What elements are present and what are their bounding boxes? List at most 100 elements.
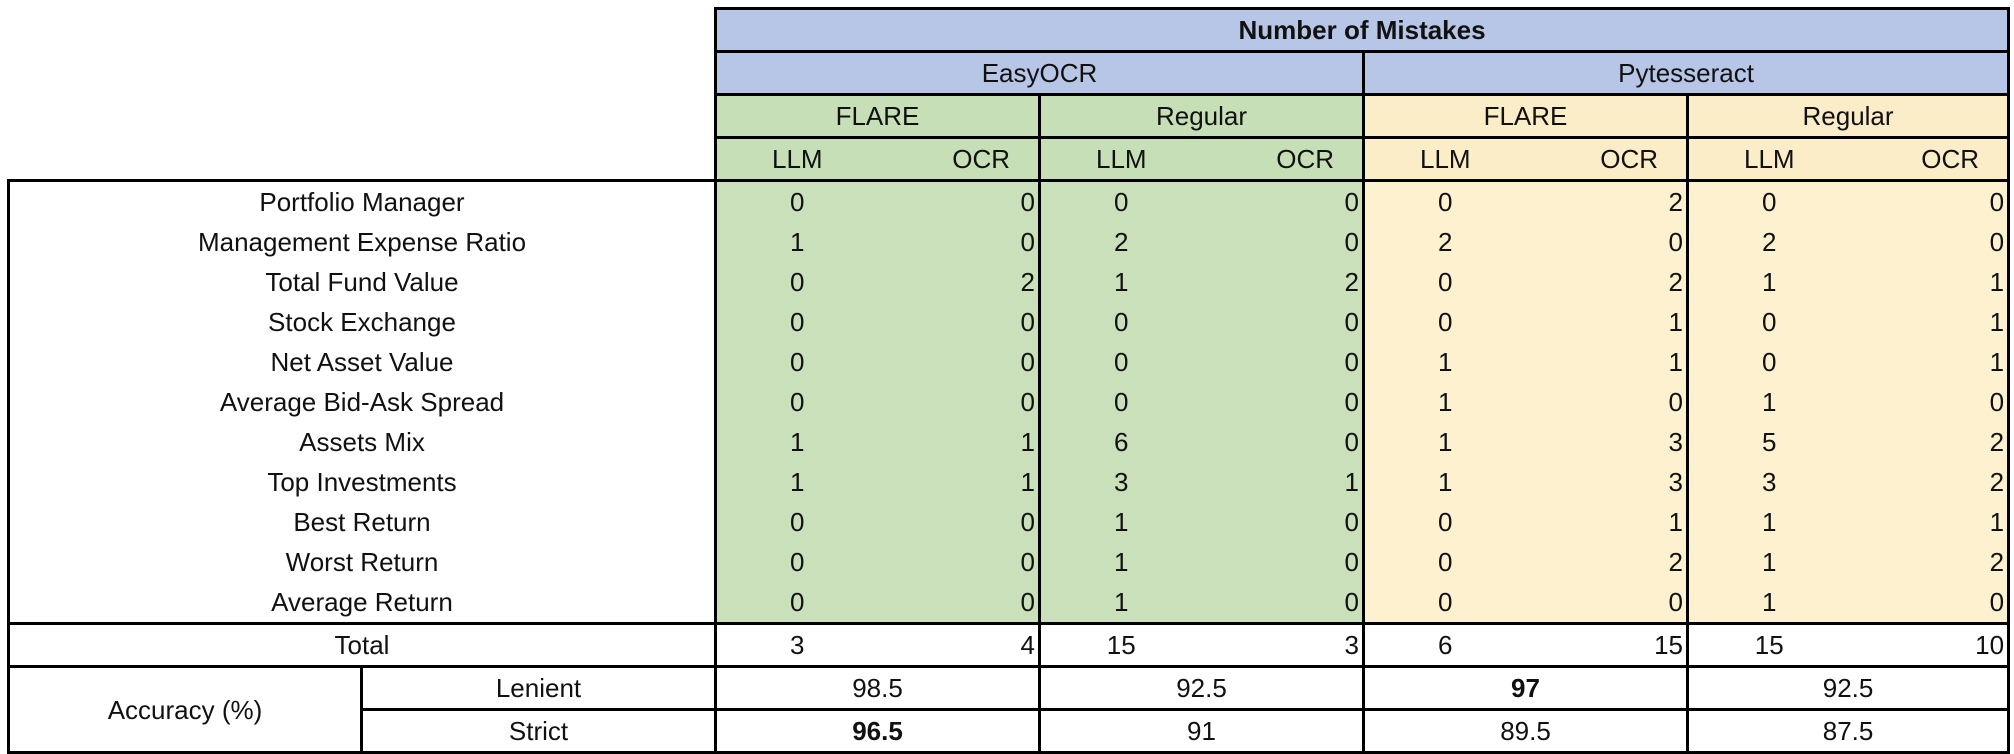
llm-mistakes-cell: 1	[714, 422, 878, 462]
row-label: Average Bid-Ask Spread	[7, 382, 717, 422]
row-label: Worst Return	[7, 542, 717, 582]
strict-value: 91	[1038, 708, 1365, 754]
total-value: 6	[1362, 622, 1526, 668]
total-value: 15	[1038, 622, 1202, 668]
total-value: 4	[877, 622, 1041, 668]
strict-value: 89.5	[1362, 708, 1689, 754]
table-title: Number of Mistakes	[713, 7, 2011, 53]
row-label: Stock Exchange	[7, 302, 717, 342]
table-row: Worst Return 0 0 1 0 0 2 1 2	[7, 542, 2011, 582]
llm-mistakes-cell: 0	[714, 342, 878, 382]
llm-mistakes-cell: 0	[714, 262, 878, 302]
engine-header-easyocr: EasyOCR	[714, 50, 1365, 96]
table-row: Total Fund Value 0 2 1 2 0 2 1 1	[7, 262, 2011, 302]
ocr-mistakes-cell: 2	[1849, 542, 2011, 582]
table-row: Top Investments 1 1 3 1 1 3 3 2	[7, 462, 2011, 502]
ocr-mistakes-cell: 0	[1201, 222, 1365, 262]
llm-mistakes-cell: 3	[1038, 462, 1202, 502]
sub-header-ocr: OCR	[1600, 144, 1658, 174]
llm-mistakes-cell: 2	[1362, 222, 1526, 262]
sub-header-group: LLM OCR	[1685, 136, 2011, 182]
ocr-mistakes-cell: 2	[1201, 262, 1365, 302]
row-label: Best Return	[7, 502, 717, 542]
llm-mistakes-cell: 0	[714, 382, 878, 422]
ocr-mistakes-cell: 3	[1525, 422, 1689, 462]
mistakes-table: Number of Mistakes EasyOCR Pytesseract F…	[7, 7, 2011, 754]
ocr-mistakes-cell: 0	[1525, 222, 1689, 262]
ocr-mistakes-cell: 0	[877, 502, 1041, 542]
table-row: Assets Mix 1 1 6 0 1 3 5 2	[7, 422, 2011, 462]
mode-header: Regular	[1685, 93, 2011, 139]
sub-header-llm: LLM	[1420, 144, 1471, 174]
sub-header-llm: LLM	[772, 144, 823, 174]
llm-mistakes-cell: 0	[1038, 342, 1202, 382]
llm-mistakes-cell: 2	[1038, 222, 1202, 262]
ocr-mistakes-cell: 0	[1201, 382, 1365, 422]
llm-mistakes-cell: 0	[1686, 179, 1850, 222]
llm-mistakes-cell: 1	[1362, 342, 1526, 382]
llm-mistakes-cell: 0	[714, 302, 878, 342]
table-row: Net Asset Value 0 0 0 0 1 1 0 1	[7, 342, 2011, 382]
llm-mistakes-cell: 5	[1686, 422, 1850, 462]
mode-header: FLARE	[1362, 93, 1689, 139]
ocr-mistakes-cell: 1	[1849, 262, 2011, 302]
total-value: 3	[1201, 622, 1365, 668]
ocr-mistakes-cell: 2	[1849, 462, 2011, 502]
llm-mistakes-cell: 0	[1686, 302, 1850, 342]
llm-mistakes-cell: 0	[1038, 179, 1202, 222]
total-value: 15	[1525, 622, 1689, 668]
row-label: Management Expense Ratio	[7, 222, 717, 262]
ocr-mistakes-cell: 0	[1849, 179, 2011, 222]
llm-mistakes-cell: 0	[1362, 302, 1526, 342]
ocr-mistakes-cell: 1	[1849, 302, 2011, 342]
sub-header-ocr: OCR	[1921, 144, 1980, 174]
llm-mistakes-cell: 0	[1362, 582, 1526, 625]
llm-mistakes-cell: 0	[1362, 542, 1526, 582]
llm-mistakes-cell: 1	[1362, 382, 1526, 422]
table-row: Portfolio Manager 0 0 0 0 0 2 0 0	[7, 179, 2011, 222]
sub-header-llm: LLM	[1744, 144, 1795, 174]
ocr-mistakes-cell: 2	[1525, 179, 1689, 222]
llm-mistakes-cell: 1	[1686, 262, 1850, 302]
llm-mistakes-cell: 1	[1686, 542, 1850, 582]
sub-header-ocr: OCR	[1276, 144, 1334, 174]
table-row: Stock Exchange 0 0 0 0 0 1 0 1	[7, 302, 2011, 342]
ocr-mistakes-cell: 1	[1525, 302, 1689, 342]
ocr-mistakes-cell: 0	[1201, 502, 1365, 542]
ocr-mistakes-cell: 0	[1201, 582, 1365, 625]
row-label: Top Investments	[7, 462, 717, 502]
ocr-mistakes-cell: 0	[1849, 222, 2011, 262]
ocr-mistakes-cell: 0	[1201, 422, 1365, 462]
sub-header-group: LLM OCR	[1362, 136, 1689, 182]
lenient-value: 97	[1362, 665, 1689, 711]
mode-header: Regular	[1038, 93, 1365, 139]
ocr-mistakes-cell: 2	[1525, 262, 1689, 302]
ocr-mistakes-cell: 0	[1849, 582, 2011, 625]
llm-mistakes-cell: 1	[1686, 382, 1850, 422]
lenient-value: 92.5	[1685, 665, 2011, 711]
strict-value: 87.5	[1685, 708, 2011, 754]
row-label: Portfolio Manager	[7, 179, 717, 222]
ocr-mistakes-cell: 0	[1849, 382, 2011, 422]
lenient-value: 92.5	[1038, 665, 1365, 711]
ocr-mistakes-cell: 0	[877, 382, 1041, 422]
table-row: Average Return 0 0 1 0 0 0 1 0	[7, 582, 2011, 625]
engine-header-pytesseract: Pytesseract	[1361, 50, 2011, 96]
lenient-value: 98.5	[714, 665, 1041, 711]
table-row: Management Expense Ratio 1 0 2 0 2 0 2 0	[7, 222, 2011, 262]
llm-mistakes-cell: 0	[1362, 262, 1526, 302]
llm-mistakes-cell: 0	[1038, 302, 1202, 342]
llm-mistakes-cell: 0	[714, 179, 878, 222]
sub-header-llm: LLM	[1096, 144, 1147, 174]
ocr-mistakes-cell: 1	[1849, 342, 2011, 382]
llm-mistakes-cell: 0	[714, 502, 878, 542]
llm-mistakes-cell: 6	[1038, 422, 1202, 462]
llm-mistakes-cell: 2	[1686, 222, 1850, 262]
ocr-mistakes-cell: 1	[1849, 502, 2011, 542]
sub-header-ocr: OCR	[952, 144, 1010, 174]
accuracy-label: Accuracy (%)	[7, 665, 363, 754]
corner-blank	[9, 9, 716, 52]
llm-mistakes-cell: 3	[1686, 462, 1850, 502]
ocr-mistakes-cell: 1	[877, 422, 1041, 462]
strict-value: 96.5	[714, 708, 1041, 754]
